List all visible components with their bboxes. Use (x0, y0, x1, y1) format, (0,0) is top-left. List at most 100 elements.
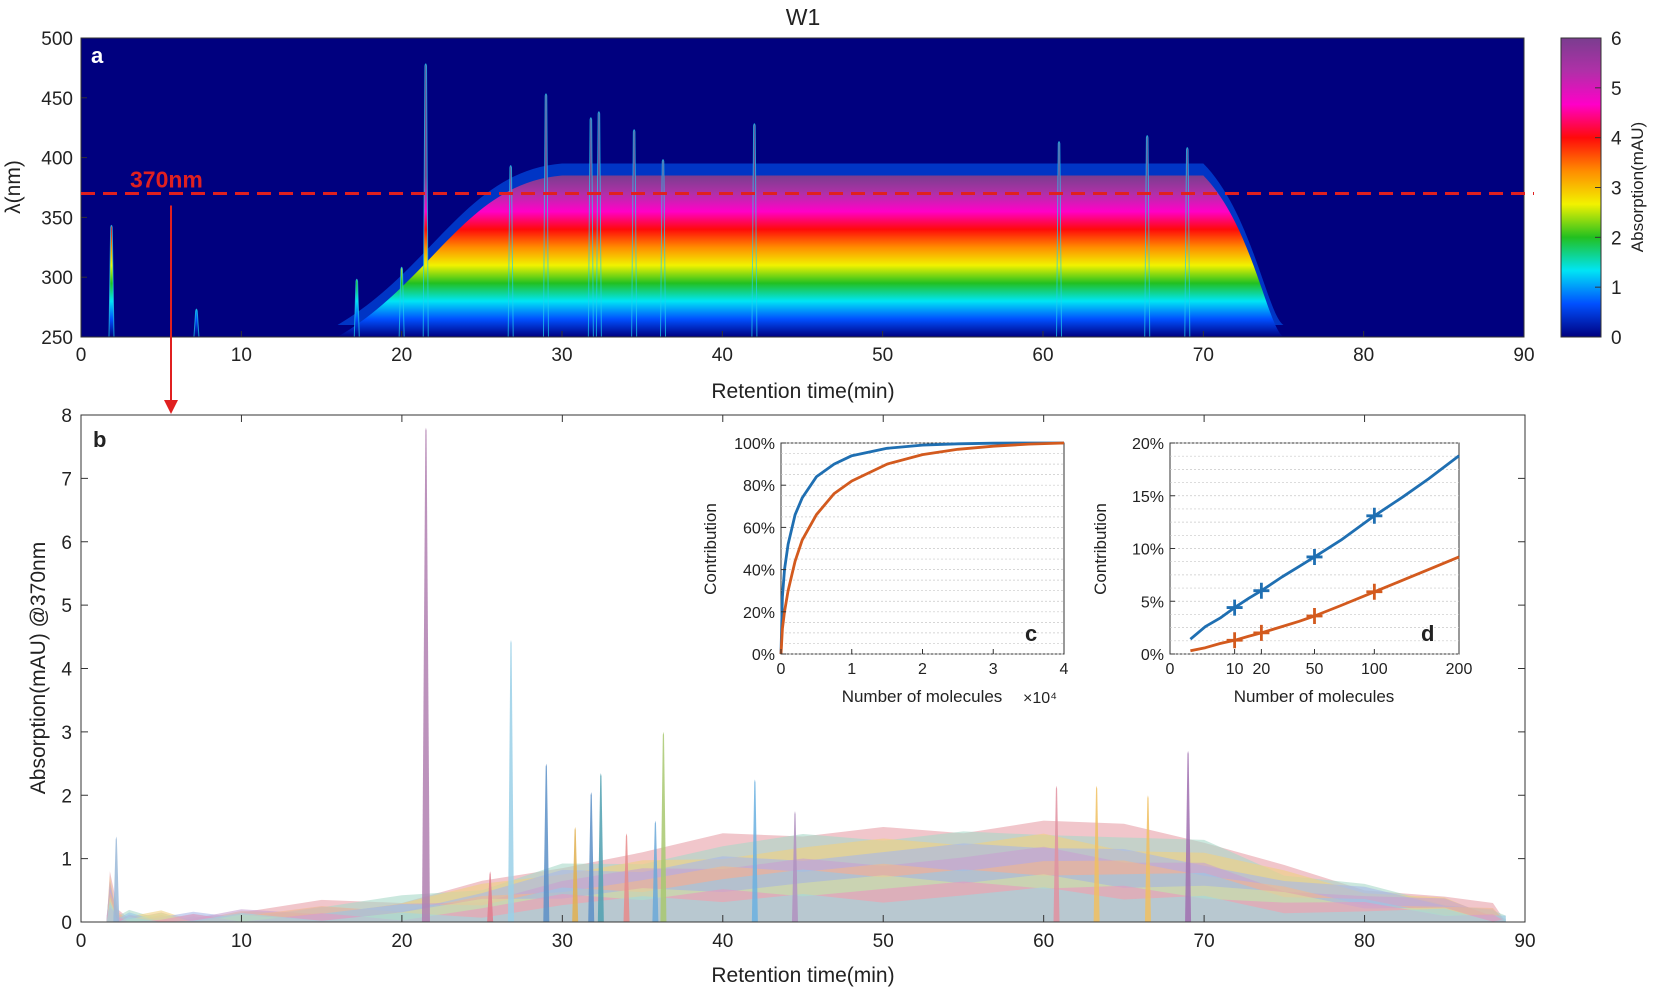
inset-d-y-ticks: 0% 5% 10% 15% 20% (1132, 436, 1175, 664)
x-tick-label: 50 (1306, 661, 1324, 678)
x-tick-label: 70 (1193, 345, 1214, 366)
absorption-peak (572, 826, 579, 922)
x-tick-label: 0 (777, 661, 786, 678)
x-tick-label: 200 (1446, 661, 1473, 678)
inset-d-grid (1170, 442, 1459, 655)
y-tick-label: 5 (61, 596, 72, 617)
x-tick-label: 20 (391, 345, 412, 366)
heatmap-x-label: Retention time(min) (711, 380, 894, 403)
x-tick-label: 20 (391, 931, 412, 952)
absorption-peak (1144, 795, 1151, 922)
x-tick-label: 100 (1361, 661, 1388, 678)
series-marker-blue (1226, 599, 1243, 616)
absorption-marks (106, 427, 1506, 922)
colorbar-tick-label: 5 (1611, 79, 1622, 100)
colorbar-tick-label: 2 (1611, 228, 1622, 249)
series-line-blue (779, 441, 1064, 655)
y-tick-label: 15% (1132, 489, 1164, 506)
x-tick-label: 10 (231, 345, 252, 366)
series-line-orange (779, 441, 1065, 655)
heatmap-peak (588, 117, 594, 337)
absorption-baseline-layer (106, 887, 1506, 922)
series-line-blue (1189, 454, 1460, 641)
inset-d-lines (1189, 454, 1460, 653)
x-tick-label: 80 (1353, 345, 1374, 366)
heatmap-peak (751, 123, 757, 337)
heatmap-peak (423, 63, 429, 337)
heatmap-peak (354, 279, 360, 337)
x-tick-label: 30 (552, 931, 573, 952)
y-tick-label: 7 (61, 469, 72, 490)
x-tick-label: 60 (1032, 345, 1053, 366)
x-tick-label: 40 (712, 345, 733, 366)
heatmap-peak-outline (193, 308, 200, 337)
inset-c-y-ticks: 0% 20% 40% 60% 80% 100% (734, 436, 786, 664)
heatmap-peak-outline (631, 129, 638, 337)
inset-c-y-label: Contribution (701, 503, 720, 595)
absorption-peak (1093, 785, 1100, 922)
figure-title: W1 (786, 4, 821, 30)
absorption-y-ticks: 0 1 2 3 4 5 6 7 8 (61, 406, 1525, 934)
x-tick-label: 80 (1354, 931, 1375, 952)
heatmap-peak-outline (398, 266, 405, 337)
colorbar-tick-label: 1 (1611, 278, 1622, 299)
colorbar-tick-label: 3 (1611, 179, 1622, 200)
heatmap-peak (1184, 147, 1190, 337)
inset-d-y-label: Contribution (1091, 503, 1110, 595)
absorption-peak (543, 763, 550, 922)
heatmap-peak (1144, 135, 1150, 337)
y-tick-label: 10% (1132, 542, 1164, 559)
absorption-peak (652, 820, 659, 922)
colorbar-label: Absorption(mAU) (1628, 122, 1647, 252)
absorption-peak (487, 871, 494, 922)
panel-a-tag: a (91, 43, 104, 68)
x-tick-label: 10 (231, 931, 252, 952)
inset-d: 0 10 20 50 100 200 0% 5% 10% 15% 20% Number of mo… (1091, 436, 1472, 706)
series-marker-blue (1306, 548, 1323, 565)
y-tick-label: 40% (743, 563, 775, 580)
heatmap-peak (399, 267, 405, 337)
inset-c-x-ticks: 0 1 2 3 4 (777, 649, 1069, 678)
x-tick-label: 4 (1060, 661, 1069, 678)
heatmap-peak-outline (507, 165, 514, 337)
y-tick-label: 0% (752, 647, 775, 664)
heatmap-peak (660, 159, 666, 337)
x-tick-label: 60 (1033, 931, 1054, 952)
absorption-peak (623, 833, 630, 922)
y-tick-label: 100% (734, 436, 775, 453)
inset-c: 0 1 2 3 4 0% 20% 40% 60% 80% 100% Number of molec… (701, 436, 1069, 707)
inset-c-x-label: Number of molecules (842, 687, 1003, 706)
x-tick-label: 1 (847, 661, 856, 678)
heatmap-x-ticks: 0 10 20 30 40 50 60 70 80 90 (76, 331, 1535, 366)
heatmap-peak-outline (1056, 141, 1063, 337)
heatmap-y-ticks: 250 300 350 400 450 500 (41, 29, 87, 349)
absorption-x-ticks: 0 10 20 30 40 50 60 70 80 90 (76, 415, 1536, 952)
absorption-peak (597, 773, 604, 922)
heatmap-broad-envelope (337, 175, 1284, 337)
inset-c-x-multiplier: ×10⁴ (1023, 690, 1057, 707)
y-tick-label: 8 (61, 406, 72, 427)
inset-d-x-ticks: 0 10 20 50 100 200 (1166, 649, 1473, 678)
absorption-y-label: Absorption(mAU) @370nm (27, 542, 50, 794)
heatmap-peak-outline (1184, 147, 1191, 337)
series-marker-blue (1366, 507, 1383, 524)
y-tick-label: 20% (1132, 436, 1164, 453)
y-tick-label: 400 (41, 149, 73, 170)
heatmap-peak-outline (108, 224, 115, 337)
absorption-peak (1185, 750, 1192, 922)
arrow-head (164, 400, 178, 414)
heatmap-peak (596, 111, 602, 337)
inset-d-x-label: Number of molecules (1234, 687, 1395, 706)
heatmap-peak (631, 129, 637, 337)
series-marker-orange (1226, 632, 1243, 649)
panel-c-tag: c (1025, 621, 1037, 646)
y-tick-label: 20% (743, 605, 775, 622)
heatmap-peak (193, 309, 199, 337)
heatmap-peak-outline (1144, 135, 1151, 337)
heatmap-frame (80, 37, 1525, 338)
colorbar-tick-label: 4 (1611, 129, 1622, 150)
x-tick-label: 10 (1226, 661, 1244, 678)
absorption-peak (113, 836, 120, 922)
heatmap-peak-outline (595, 111, 602, 337)
